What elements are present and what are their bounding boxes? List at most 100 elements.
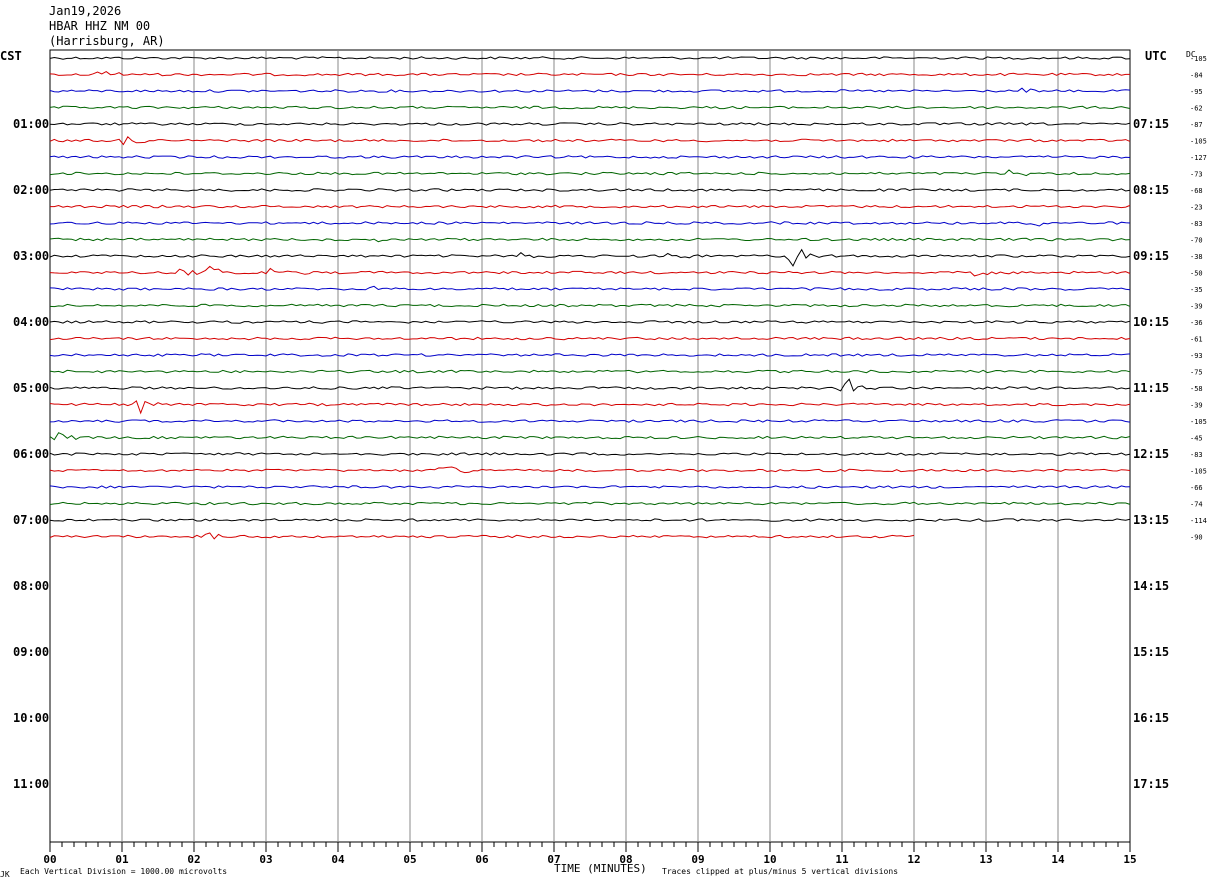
trace-line: [49, 303, 1131, 308]
right-hour-label: 17:15: [1133, 777, 1169, 791]
header-location: (Harrisburg, AR): [49, 34, 165, 48]
x-tick-label: 03: [259, 853, 272, 866]
right-hour-label: 16:15: [1133, 711, 1169, 725]
right-hour-label: 09:15: [1133, 249, 1169, 263]
trace-line: [49, 432, 1131, 441]
corner-mark: JK: [0, 870, 10, 879]
trace-line: [49, 532, 915, 540]
x-tick-label: 11: [835, 853, 849, 866]
x-tick-label: 05: [403, 853, 416, 866]
left-hour-label: 10:00: [13, 711, 49, 725]
dc-offset-label: -73: [1190, 171, 1203, 179]
x-tick-label: 00: [43, 853, 56, 866]
right-hour-label: 11:15: [1133, 381, 1169, 395]
trace-line: [49, 419, 1131, 423]
dc-offset-label: -68: [1190, 187, 1203, 195]
dc-offset-label: -127: [1190, 154, 1207, 162]
right-hour-label: 13:15: [1133, 513, 1169, 527]
x-tick-label: 13: [979, 853, 992, 866]
dc-offset-label: -66: [1190, 484, 1203, 492]
x-tick-label: 04: [331, 853, 345, 866]
dc-offset-label: -36: [1190, 319, 1203, 327]
right-hour-label: 07:15: [1133, 117, 1169, 131]
dc-offset-label: -105: [1190, 418, 1207, 426]
x-axis-title: TIME (MINUTES): [554, 862, 647, 875]
scale-note: Each Vertical Division = 1000.00 microvo…: [20, 867, 228, 876]
dc-offset-label: -75: [1190, 369, 1203, 377]
clip-note: Traces clipped at plus/minus 5 vertical …: [662, 867, 899, 876]
trace-line: [49, 369, 1131, 374]
dc-offset-label: -39: [1190, 303, 1203, 311]
right-hour-label: 12:15: [1133, 447, 1169, 461]
left-hour-label: 01:00: [13, 117, 49, 131]
dc-offset-label: -50: [1190, 270, 1203, 278]
header-date: Jan19,2026: [49, 4, 122, 18]
left-hour-label: 07:00: [13, 513, 49, 527]
trace-line: [49, 56, 1131, 60]
left-hour-label: 11:00: [13, 777, 49, 791]
axis-labels: -105 -84 -95 -62 -87 -105 -127 -73 -68 -23 -83 -70 -…: [13, 55, 1207, 866]
left-timezone-label: CST: [0, 49, 22, 63]
dc-offset-label: -114: [1190, 517, 1207, 525]
x-tick-label: 10: [763, 853, 776, 866]
trace-line: [49, 122, 1131, 126]
dc-offset-label: -83: [1190, 220, 1203, 228]
trace-line: [49, 466, 1131, 474]
trace-line: [49, 169, 1131, 177]
x-tick-label: 01: [115, 853, 129, 866]
dc-offset-label: -35: [1190, 286, 1203, 294]
dc-offset-label: -105: [1190, 55, 1207, 63]
trace-line: [49, 221, 1131, 227]
dc-offset-label: -70: [1190, 237, 1203, 245]
left-hour-label: 02:00: [13, 183, 49, 197]
x-tick-label: 02: [187, 853, 200, 866]
left-hour-label: 03:00: [13, 249, 49, 263]
trace-line: [49, 485, 1131, 489]
dc-offset-label: -61: [1190, 336, 1203, 344]
dc-offset-label: -74: [1190, 501, 1203, 509]
trace-line: [49, 265, 1131, 277]
seismic-traces: [49, 56, 1131, 540]
trace-line: [49, 105, 1131, 110]
trace-line: [49, 452, 1131, 456]
x-axis-ticks: [49, 842, 1131, 852]
trace-line: [49, 285, 1131, 291]
plot-frame: [49, 49, 1131, 843]
x-tick-label: 12: [907, 853, 920, 866]
dc-offset-label: -62: [1190, 105, 1203, 113]
left-hour-label: 05:00: [13, 381, 49, 395]
trace-line: [49, 353, 1131, 357]
trace-line: [49, 87, 1131, 93]
left-hour-label: 06:00: [13, 447, 49, 461]
dc-label: DC: [1186, 50, 1196, 59]
trace-line: [49, 320, 1131, 324]
trace-line: [49, 400, 1131, 415]
dc-offset-label: -87: [1190, 121, 1203, 129]
left-hour-label: 04:00: [13, 315, 49, 329]
dc-offset-label: -39: [1190, 402, 1203, 410]
trace-line: [49, 336, 1131, 341]
dc-offset-label: -93: [1190, 352, 1203, 360]
left-hour-label: 08:00: [13, 579, 49, 593]
left-hour-label: 09:00: [13, 645, 49, 659]
right-hour-label: 14:15: [1133, 579, 1169, 593]
dc-offset-label: -83: [1190, 451, 1203, 459]
trace-line: [49, 136, 1131, 146]
trace-line: [49, 237, 1131, 243]
dc-offset-label: -105: [1190, 468, 1207, 476]
x-tick-label: 08: [619, 853, 632, 866]
minute-gridlines: [49, 49, 1131, 843]
trace-line: [49, 188, 1131, 192]
right-hour-label: 08:15: [1133, 183, 1169, 197]
trace-line: [49, 378, 1131, 392]
dc-offset-label: -105: [1190, 138, 1207, 146]
x-tick-label: 07: [547, 853, 560, 866]
dc-offset-label: -58: [1190, 385, 1203, 393]
trace-line: [49, 248, 1131, 267]
dc-offset-label: -90: [1190, 534, 1203, 542]
trace-line: [49, 501, 1131, 506]
trace-line: [50, 204, 1131, 209]
trace-line: [49, 71, 1130, 77]
dc-offset-label: -38: [1190, 253, 1203, 261]
